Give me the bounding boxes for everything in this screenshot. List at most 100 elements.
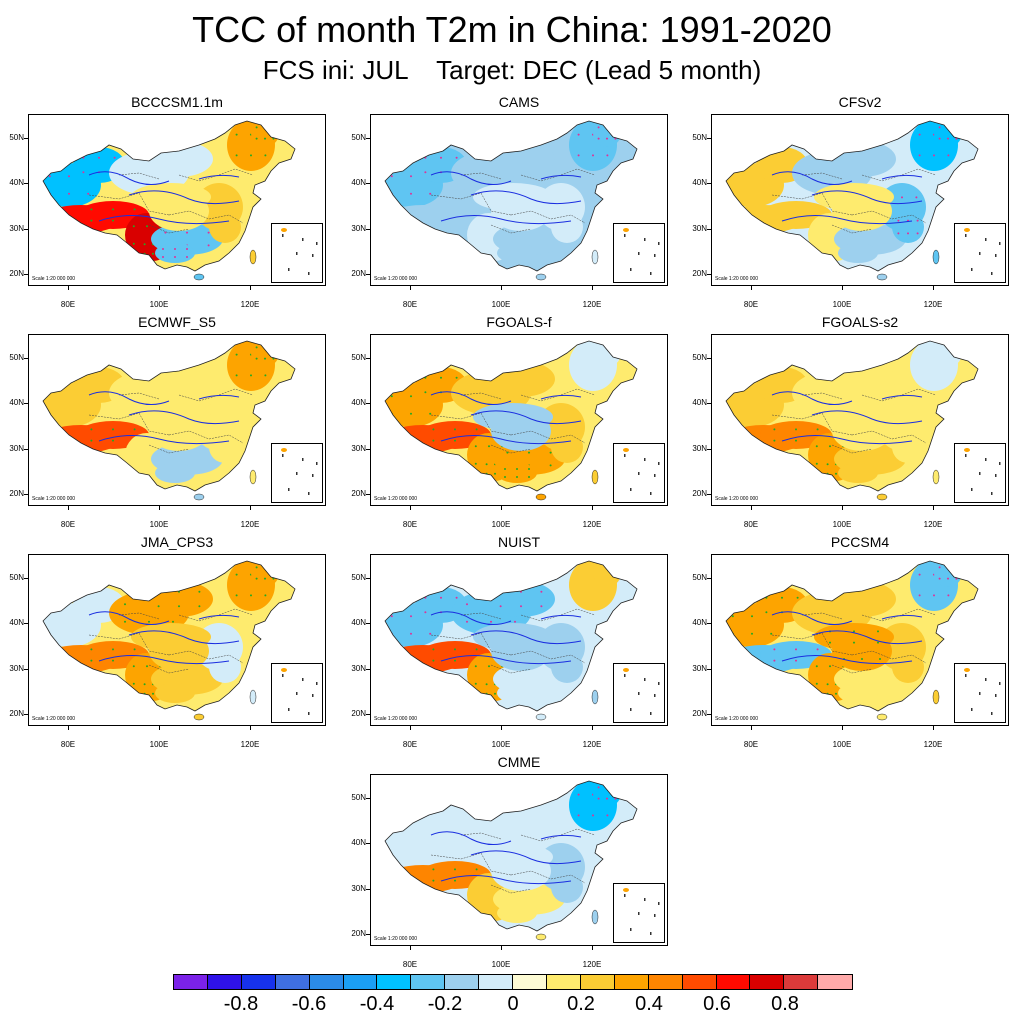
lat-label: 20N xyxy=(351,269,366,278)
significance-dot xyxy=(255,577,258,580)
nine-dash-line xyxy=(991,272,993,275)
colorbar-label: 0.8 xyxy=(771,993,799,1015)
lon-label: 100E xyxy=(149,520,169,529)
lon-tick xyxy=(410,726,411,730)
colorbar-swatch xyxy=(241,975,276,989)
significance-dot xyxy=(133,208,136,211)
river-line xyxy=(540,174,582,180)
china-outline xyxy=(42,120,296,272)
lat-label: 50N xyxy=(692,573,707,582)
colorbar-label: 0.6 xyxy=(703,993,731,1015)
significance-dot xyxy=(432,659,435,662)
significance-dot xyxy=(132,665,135,668)
tcc-region-north xyxy=(487,801,555,837)
province-border xyxy=(168,430,210,440)
significance-dot xyxy=(186,231,188,234)
nine-dash-line xyxy=(638,692,640,695)
nine-dash-line xyxy=(302,678,304,681)
significance-dot xyxy=(606,154,609,157)
significance-dot xyxy=(947,126,949,129)
province-border xyxy=(430,632,482,640)
lon-label: 100E xyxy=(149,300,169,309)
nine-dash-line xyxy=(302,238,304,241)
nine-dash-line xyxy=(282,234,284,237)
scale-text: Scale 1:20 000 000 xyxy=(374,276,418,282)
south-china-sea-inset xyxy=(271,223,323,283)
lat-tick xyxy=(366,138,370,139)
inset-map xyxy=(623,448,660,495)
significance-dot xyxy=(68,192,70,195)
nine-dash-line xyxy=(654,254,656,257)
significance-dot xyxy=(829,665,831,668)
significance-dot xyxy=(133,648,136,651)
significance-dot xyxy=(918,133,921,136)
south-china-sea-inset xyxy=(613,663,665,723)
significance-dot xyxy=(250,594,252,597)
province-border xyxy=(851,650,893,660)
panel-title: PCCSM4 xyxy=(830,534,890,550)
nine-dash-line xyxy=(991,492,993,495)
lat-tick xyxy=(707,183,711,184)
nine-dash-line xyxy=(638,252,640,255)
colorbar-swatch xyxy=(648,975,683,989)
lat-label: 30N xyxy=(692,444,707,453)
province-border xyxy=(801,612,843,620)
province-border xyxy=(88,412,140,420)
province-border xyxy=(208,654,244,664)
nine-dash-line xyxy=(644,678,646,681)
scale-text: Scale 1:20 000 000 xyxy=(715,496,759,502)
significance-dot xyxy=(264,126,266,129)
significance-dot xyxy=(264,374,267,377)
lon-label: 120E xyxy=(923,740,943,749)
lat-label: 40N xyxy=(351,178,366,187)
significance-dot xyxy=(474,445,477,448)
lat-tick xyxy=(24,669,28,670)
significance-dot xyxy=(422,883,424,886)
province-border xyxy=(148,224,190,234)
map-frame: Scale 1:20 000 000 xyxy=(711,114,1009,286)
significance-dot xyxy=(272,346,275,349)
significance-dot xyxy=(455,156,458,159)
significance-dot xyxy=(933,594,935,597)
significance-dot xyxy=(540,605,543,608)
colorbar-label: -0.6 xyxy=(291,993,327,1015)
lat-tick xyxy=(707,578,711,579)
significance-dot xyxy=(186,256,188,258)
lat-tick xyxy=(707,623,711,624)
tcc-region-south xyxy=(155,243,195,263)
hainan-island xyxy=(535,713,547,721)
significance-dot xyxy=(829,641,831,644)
inset-map xyxy=(964,448,1001,495)
scale-text: Scale 1:20 000 000 xyxy=(715,716,759,722)
significance-dot xyxy=(146,665,148,668)
significance-dot xyxy=(68,175,70,178)
significance-dot xyxy=(485,463,488,466)
significance-dot xyxy=(773,428,776,431)
lat-label: 40N xyxy=(9,398,24,407)
lat-tick xyxy=(707,274,711,275)
significance-dot xyxy=(455,596,458,599)
lon-tick xyxy=(592,726,593,730)
significance-dot xyxy=(410,192,412,195)
tcc-region-east xyxy=(551,871,583,903)
colorbar-swatch xyxy=(818,975,853,989)
province-border xyxy=(460,612,502,620)
significance-dot xyxy=(157,590,160,593)
river-line xyxy=(781,435,913,445)
lon-label: 80E xyxy=(60,740,76,749)
river-line xyxy=(881,614,923,620)
significance-dot xyxy=(398,443,400,446)
province-border xyxy=(520,614,562,622)
china-outline xyxy=(42,560,296,712)
taiwan-island xyxy=(591,469,599,485)
significance-dot xyxy=(112,428,114,431)
nine-dash-line xyxy=(965,454,967,457)
province-border xyxy=(821,412,853,436)
nine-dash-line xyxy=(999,242,1001,245)
significance-dot xyxy=(765,611,768,614)
significance-dot xyxy=(475,648,478,651)
lat-label: 50N xyxy=(692,133,707,142)
province-border xyxy=(88,192,140,200)
lat-tick xyxy=(24,578,28,579)
province-border xyxy=(851,430,893,440)
